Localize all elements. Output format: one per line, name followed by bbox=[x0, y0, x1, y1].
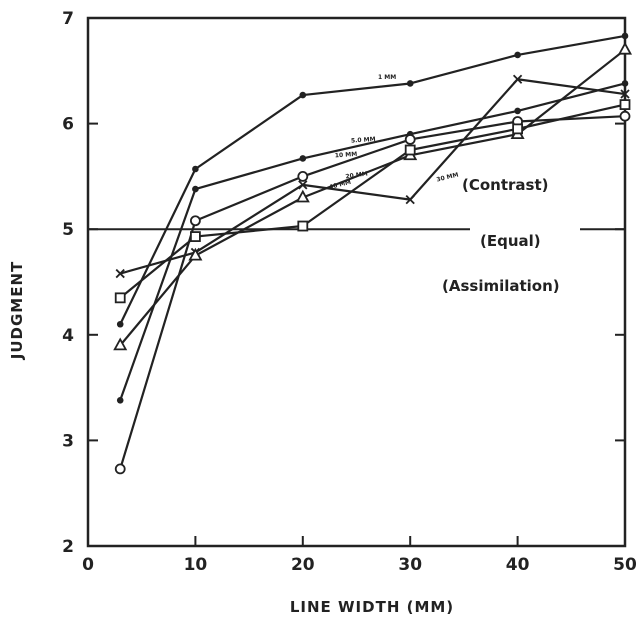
series-label: 20 MM bbox=[345, 170, 368, 180]
y-tick-label: 4 bbox=[62, 326, 74, 346]
data-point-stroke bbox=[298, 180, 308, 190]
x-axis-title: LINE WIDTH (MM) bbox=[290, 598, 454, 616]
x-tick-label: 0 bbox=[82, 555, 94, 575]
data-point bbox=[297, 170, 309, 182]
data-point bbox=[514, 107, 521, 115]
y-axis-title: JUDGMENT bbox=[8, 261, 26, 360]
series-label: 10 MM bbox=[335, 151, 358, 160]
axes bbox=[86, 16, 627, 548]
x-tick-label: 40 bbox=[506, 555, 530, 575]
series-line bbox=[119, 34, 626, 325]
plot-frame bbox=[86, 16, 627, 548]
reference-line-label: (Equal) bbox=[480, 232, 541, 250]
data-point bbox=[406, 80, 414, 87]
x-tick-label: 10 bbox=[184, 555, 208, 575]
y-tick-label: 7 bbox=[62, 9, 74, 29]
data-point bbox=[297, 220, 309, 232]
data-point bbox=[299, 91, 307, 99]
data-point-stroke bbox=[620, 89, 630, 99]
data-point bbox=[404, 134, 416, 145]
data-point bbox=[514, 51, 521, 59]
series-line bbox=[119, 103, 626, 299]
data-point bbox=[619, 110, 631, 122]
data-point bbox=[621, 32, 629, 40]
x-tick-label: 30 bbox=[398, 555, 422, 575]
y-tick-label: 2 bbox=[62, 537, 74, 557]
series-label: 5.0 MM bbox=[351, 136, 376, 145]
data-point bbox=[299, 155, 307, 162]
data-point bbox=[298, 180, 308, 190]
data-point bbox=[114, 292, 126, 304]
series-line bbox=[119, 48, 626, 347]
data-point bbox=[512, 74, 523, 84]
data-point bbox=[512, 123, 523, 135]
series-line bbox=[119, 78, 626, 275]
y-tick-label: 5 bbox=[62, 220, 74, 240]
data-point bbox=[188, 247, 203, 261]
data-point bbox=[192, 185, 199, 193]
data-point-stroke bbox=[512, 74, 523, 84]
annotation-contrast: (Contrast) bbox=[462, 176, 549, 194]
data-point bbox=[189, 231, 201, 242]
annotation-assimilation: (Assimilation) bbox=[442, 277, 560, 295]
series-label: 30 MM bbox=[436, 171, 459, 183]
data-point bbox=[405, 194, 415, 205]
data-point bbox=[189, 215, 201, 227]
x-tick-label: 50 bbox=[613, 555, 637, 575]
data-point bbox=[113, 337, 128, 351]
data-point bbox=[617, 41, 633, 55]
y-tick-label: 6 bbox=[62, 115, 74, 135]
data-point bbox=[114, 463, 126, 475]
data-point bbox=[192, 165, 199, 173]
data-point-stroke bbox=[405, 194, 415, 205]
data-point-stroke bbox=[115, 268, 125, 279]
series-label: 1 MM bbox=[378, 74, 396, 81]
data-point bbox=[116, 320, 124, 328]
data-point bbox=[404, 144, 416, 156]
data-point bbox=[115, 268, 125, 279]
data-point bbox=[621, 80, 629, 87]
data-point bbox=[619, 99, 631, 110]
series-line bbox=[119, 82, 626, 401]
text-group: LINE WIDTH (MM) JUDGMENT (Contrast) (Equ… bbox=[8, 9, 637, 616]
y-tick-label: 3 bbox=[62, 431, 74, 451]
series-group bbox=[113, 32, 633, 475]
data-point bbox=[620, 89, 630, 99]
data-point bbox=[295, 189, 310, 203]
data-point bbox=[116, 396, 124, 404]
x-tick-label: 20 bbox=[291, 555, 315, 575]
